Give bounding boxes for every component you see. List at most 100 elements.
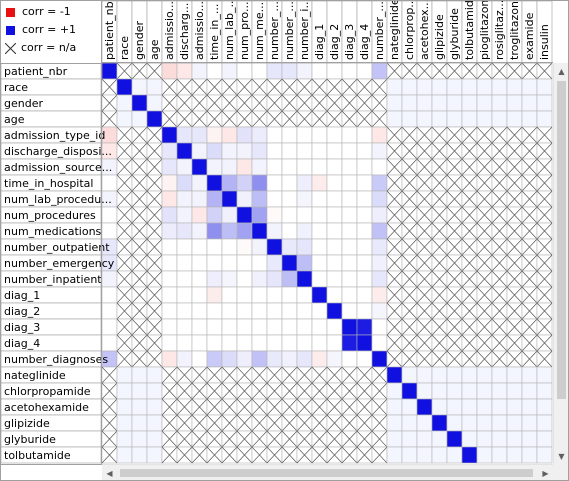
matrix-cell[interactable] (327, 303, 342, 319)
matrix-cell[interactable] (462, 79, 477, 95)
matrix-cell[interactable] (237, 351, 252, 367)
matrix-cell[interactable] (117, 351, 132, 367)
matrix-cell[interactable] (177, 383, 192, 399)
matrix-cell[interactable] (117, 175, 132, 191)
horizontal-scrollbar[interactable]: ◀ ▶ (102, 464, 553, 481)
matrix-cell[interactable] (312, 63, 327, 79)
matrix-cell[interactable] (387, 175, 402, 191)
matrix-cell[interactable] (162, 335, 177, 351)
matrix-cell[interactable] (282, 351, 297, 367)
matrix-cell[interactable] (507, 79, 522, 95)
matrix-cell[interactable] (192, 159, 207, 175)
matrix-cell[interactable] (372, 191, 387, 207)
matrix-cell[interactable] (327, 207, 342, 223)
matrix-cell[interactable] (132, 399, 147, 415)
matrix-cell[interactable] (387, 143, 402, 159)
matrix-cell[interactable] (477, 223, 492, 239)
matrix-cell[interactable] (297, 431, 312, 447)
matrix-cell[interactable] (507, 383, 522, 399)
matrix-cell[interactable] (132, 111, 147, 127)
matrix-cell[interactable] (102, 175, 117, 191)
matrix-cell[interactable] (432, 159, 447, 175)
matrix-cell[interactable] (132, 239, 147, 255)
matrix-cell[interactable] (417, 271, 432, 287)
matrix-cell[interactable] (117, 367, 132, 383)
matrix-cell[interactable] (477, 415, 492, 431)
matrix-cell[interactable] (432, 111, 447, 127)
matrix-cell[interactable] (177, 111, 192, 127)
matrix-cell[interactable] (477, 383, 492, 399)
matrix-cell[interactable] (417, 143, 432, 159)
matrix-cell[interactable] (237, 303, 252, 319)
matrix-cell[interactable] (252, 415, 267, 431)
matrix-cell[interactable] (507, 335, 522, 351)
matrix-cell[interactable] (417, 223, 432, 239)
matrix-cell[interactable] (162, 271, 177, 287)
matrix-cell[interactable] (132, 159, 147, 175)
matrix-cell[interactable] (207, 351, 222, 367)
matrix-cell[interactable] (237, 255, 252, 271)
matrix-cell[interactable] (357, 111, 372, 127)
matrix-cell[interactable] (297, 255, 312, 271)
matrix-cell[interactable] (162, 63, 177, 79)
matrix-cell[interactable] (342, 271, 357, 287)
matrix-cell[interactable] (117, 415, 132, 431)
matrix-cell[interactable] (252, 367, 267, 383)
matrix-cell[interactable] (432, 367, 447, 383)
matrix-cell[interactable] (147, 175, 162, 191)
matrix-cell[interactable] (282, 399, 297, 415)
matrix-cell[interactable] (342, 447, 357, 463)
matrix-cell[interactable] (162, 207, 177, 223)
matrix-cell[interactable] (342, 95, 357, 111)
matrix-cell[interactable] (372, 255, 387, 271)
matrix-cell[interactable] (177, 95, 192, 111)
matrix-cell[interactable] (237, 175, 252, 191)
matrix-cell[interactable] (207, 63, 222, 79)
matrix-cell[interactable] (387, 319, 402, 335)
matrix-cell[interactable] (522, 255, 537, 271)
matrix-cell[interactable] (207, 431, 222, 447)
matrix-cell[interactable] (462, 287, 477, 303)
matrix-cell[interactable] (297, 287, 312, 303)
matrix-cell[interactable] (327, 335, 342, 351)
matrix-cell[interactable] (237, 95, 252, 111)
matrix-cell[interactable] (327, 319, 342, 335)
matrix-cell[interactable] (147, 303, 162, 319)
matrix-cell[interactable] (177, 191, 192, 207)
matrix-cell[interactable] (177, 447, 192, 463)
matrix-cell[interactable] (102, 271, 117, 287)
matrix-cell[interactable] (222, 223, 237, 239)
matrix-cell[interactable] (342, 431, 357, 447)
matrix-cell[interactable] (357, 95, 372, 111)
matrix-cell[interactable] (447, 255, 462, 271)
matrix-cell[interactable] (132, 303, 147, 319)
matrix-cell[interactable] (312, 303, 327, 319)
matrix-cell[interactable] (357, 447, 372, 463)
matrix-cell[interactable] (522, 207, 537, 223)
matrix-cell[interactable] (162, 351, 177, 367)
matrix-cell[interactable] (417, 175, 432, 191)
matrix-cell[interactable] (357, 159, 372, 175)
matrix-cell[interactable] (312, 175, 327, 191)
matrix-cell[interactable] (312, 415, 327, 431)
matrix-cell[interactable] (372, 127, 387, 143)
matrix-cell[interactable] (177, 255, 192, 271)
matrix-cell[interactable] (267, 287, 282, 303)
matrix-cell[interactable] (102, 447, 117, 463)
matrix-cell[interactable] (207, 79, 222, 95)
matrix-cell[interactable] (282, 319, 297, 335)
matrix-cell[interactable] (297, 447, 312, 463)
matrix-cell[interactable] (402, 63, 417, 79)
matrix-cell[interactable] (417, 335, 432, 351)
matrix-cell[interactable] (147, 207, 162, 223)
matrix-cell[interactable] (207, 159, 222, 175)
matrix-cell[interactable] (312, 191, 327, 207)
matrix-cell[interactable] (507, 191, 522, 207)
matrix-cell[interactable] (507, 223, 522, 239)
matrix-cell[interactable] (402, 207, 417, 223)
matrix-cell[interactable] (387, 431, 402, 447)
matrix-cell[interactable] (267, 175, 282, 191)
matrix-cell[interactable] (297, 367, 312, 383)
matrix-cell[interactable] (192, 95, 207, 111)
matrix-cell[interactable] (252, 431, 267, 447)
